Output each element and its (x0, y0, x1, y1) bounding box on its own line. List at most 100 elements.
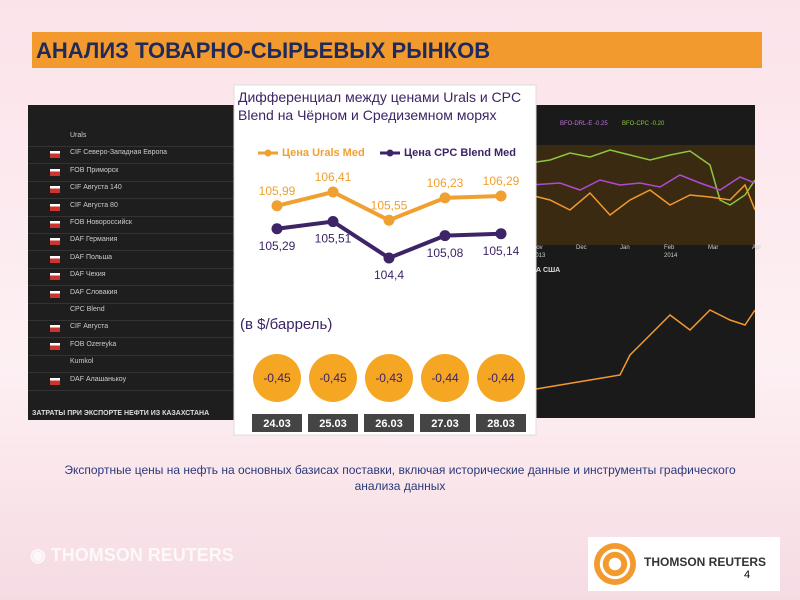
month-label: Mar (708, 245, 719, 251)
diff-circle (253, 354, 301, 402)
diff-label: -0,44 (431, 371, 459, 385)
line (529, 183, 756, 217)
data-label: 105,51 (315, 232, 352, 246)
row-label: DAF Германия (70, 236, 118, 244)
terminal-list: Urals CIF Северо-Западная Европа FOB Примо… (28, 105, 240, 420)
row-label: CIF Августа (70, 323, 109, 331)
point (383, 252, 395, 264)
list-row: DAF Польша (28, 251, 240, 269)
data-label: 105,29 (259, 239, 296, 253)
row-label: FOB Ozereyka (70, 340, 117, 348)
diff-label: -0,45 (263, 371, 291, 385)
list-row: Kumkol (28, 355, 240, 374)
data-label: 105,55 (371, 198, 408, 212)
list-row: CIF Северо-Западная Европа (28, 146, 240, 165)
date-box (476, 414, 526, 432)
logo-box: THOMSON REUTERS 4 (588, 537, 780, 591)
legend-dot (386, 149, 394, 157)
legend-dot (264, 149, 272, 157)
diff-circle (309, 354, 357, 402)
x-tick-label: 25.03 (319, 418, 347, 430)
diff-label: -0,43 (375, 371, 403, 385)
point (495, 228, 507, 240)
logo (594, 543, 636, 585)
flag (50, 342, 60, 350)
point (327, 186, 339, 198)
caption: Экспортные цены на нефть на основных баз… (64, 463, 736, 493)
flag (50, 273, 60, 281)
list-row: FOB Ozereyka (28, 338, 240, 356)
data-label: 105,99 (259, 184, 296, 198)
year-label: 2014 (664, 253, 678, 259)
month-label: Feb (664, 245, 675, 251)
point (271, 200, 283, 212)
list-footer: ЗАТРАТЫ ПРИ ЭКСПОРТЕ НЕФТИ ИЗ КАЗАХСТАНА (32, 410, 210, 417)
terminal-legend: BFO-DRL-E -0.25 (560, 121, 608, 127)
list-row: Urals (28, 129, 240, 147)
row-label: FOB Новороссийск (70, 219, 132, 226)
x-tick-label: 27.03 (431, 418, 459, 430)
row-label: DAF Чехия (70, 271, 106, 279)
list-row: DAF Алашанькоу (28, 373, 240, 391)
diff-circle (477, 354, 525, 402)
brand-left-text: THOMSON REUTERS (50, 545, 234, 565)
list-row: FOB Приморск (28, 164, 240, 182)
flag (50, 377, 60, 385)
terminal-legend: BFO-CPC -0.20 (622, 121, 665, 127)
unit-note: (в $/баррель) (240, 316, 332, 333)
diff-circle (421, 354, 469, 402)
year-label: 2013 (532, 253, 546, 259)
legend-label: Цена CPC Blend Med (404, 147, 516, 159)
date-box (364, 414, 414, 432)
data-label: 106,23 (427, 176, 464, 190)
x-tick-label: 24.03 (263, 418, 291, 430)
row-label: CIF Августа 80 (70, 201, 118, 209)
list-row: FOB Новороссийск (28, 216, 240, 234)
line (529, 149, 756, 206)
data-label: 105,14 (483, 244, 520, 258)
flag (50, 203, 60, 211)
point (495, 190, 507, 202)
list-row: CIF Августа 80 (28, 199, 240, 217)
list-row: CIF Августа (28, 320, 240, 339)
terminal-graphics (529, 145, 756, 391)
row-label: DAF Алашанькоу (70, 375, 127, 383)
date-box (308, 414, 358, 432)
month-label: Apr (752, 245, 762, 251)
point (439, 192, 451, 204)
flag (50, 255, 60, 263)
data-label: 105,08 (427, 246, 464, 260)
date-box (420, 414, 470, 432)
flag (50, 238, 60, 246)
list-row: CPC Blend (28, 303, 240, 321)
brand-left: ◉ THOMSON REUTERS (30, 545, 234, 565)
brand-right: THOMSON REUTERS (644, 555, 767, 569)
x-tick-label: 26.03 (375, 418, 403, 430)
data-label: 104,4 (374, 268, 404, 282)
flag (50, 290, 60, 298)
month-label: Jan (620, 245, 630, 251)
data-label: 106,41 (315, 170, 352, 184)
title-bar: АНАЛИЗ ТОВАРНО-СЫРЬЕВЫХ РЫНКОВ (32, 32, 762, 68)
page-number: 4 (744, 569, 751, 581)
row-label: DAF Словакия (70, 288, 118, 296)
line (529, 174, 756, 191)
terminal-subtitle: РА США (532, 267, 561, 274)
terminal-chart: BFO-DRL-E -0.25 BFO-CPC -0.20 Nov Dec Jan Feb… (529, 105, 761, 418)
list-row: DAF Словакия (28, 286, 240, 304)
list-row: CIF Августа 140 (28, 181, 240, 200)
diff-circle (365, 354, 413, 402)
diff-label: -0,45 (319, 371, 347, 385)
line (529, 309, 756, 391)
date-box (252, 414, 302, 432)
row-label: CIF Северо-Западная Европа (70, 149, 168, 157)
flag (50, 151, 60, 159)
list-row: DAF Чехия (28, 268, 240, 287)
flag (50, 325, 60, 333)
row-label: CPC Blend (70, 306, 105, 313)
row-label: Urals (70, 132, 87, 139)
slide-title: АНАЛИЗ ТОВАРНО-СЫРЬЕВЫХ РЫНКОВ (36, 38, 491, 63)
area (530, 145, 755, 245)
chart-title: Дифференциал между ценами Urals и CPC Bl… (238, 89, 522, 123)
